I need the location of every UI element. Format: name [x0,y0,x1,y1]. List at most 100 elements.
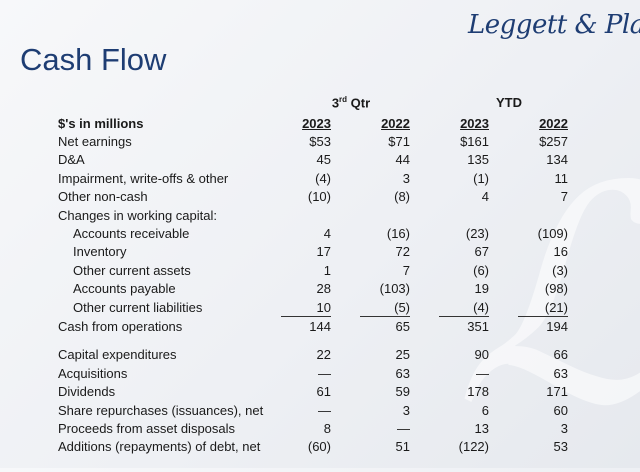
row-value: 66 [553,347,568,363]
ytd-group-header: YTD [496,95,522,110]
row-value: 3 [402,402,410,418]
row-value: (10) [307,189,331,205]
row-value: (5) [360,297,410,318]
row-value: (98) [544,281,568,297]
row-value: 134 [546,152,568,168]
col-q-2023: 2023 [302,115,331,131]
row-label: Other current assets [73,262,191,278]
col-ytd-2023: 2023 [460,115,489,131]
row-value: 22 [316,347,331,363]
row-value: 178 [467,384,489,400]
row-value: 144 [309,318,331,334]
table-row: Accounts receivable 4 (16) (23) (109) [58,224,568,242]
row-value: 72 [395,244,410,260]
page-title: Cash Flow [20,42,167,77]
row-value: 6 [481,402,489,418]
row-value: (3) [552,262,568,278]
row-value: (103) [379,281,410,297]
table-row: Inventory 17 72 67 16 [58,243,568,261]
row-value [439,206,489,224]
row-value: 53 [553,439,568,455]
units-label: $'s in millions [58,115,144,131]
row-value: 19 [474,281,489,297]
row-value: 51 [395,439,410,455]
row-value: 7 [560,189,568,205]
row-label: D&A [58,152,85,168]
row-value: 13 [474,420,489,436]
row-value: — [318,402,331,418]
row-value: (6) [473,262,489,278]
table-row: Impairment, write-offs & other (4) 3 (1) 11 [58,169,568,187]
row-value: 45 [316,152,331,168]
row-value: 1 [323,262,331,278]
row-value: 63 [553,365,568,381]
row-value: 10 [281,297,331,318]
row-label: Inventory [73,244,127,260]
row-value: 194 [546,318,568,334]
table-row: Share repurchases (issuances), net — 3 6 60 [58,401,568,419]
row-value: $53 [309,134,331,150]
row-value: 4 [323,226,331,242]
row-value: (109) [537,226,568,242]
table-row: Changes in working capital: [58,206,568,224]
row-value: (4) [439,297,489,318]
row-value: 3 [402,170,410,186]
row-value: 17 [316,244,331,260]
row-value [281,206,331,224]
table-row: Dividends 61 59 178 171 [58,382,568,400]
row-value: 28 [316,281,331,297]
row-value: 351 [467,318,489,334]
row-value: 44 [395,152,410,168]
row-value: (1) [473,170,489,186]
row-label: Proceeds from asset disposals [58,420,236,436]
row-value: (16) [386,226,410,242]
row-value: 11 [554,170,569,186]
row-value: — [476,365,489,381]
table-row: Proceeds from asset disposals 8 — 13 3 [58,419,568,437]
company-logo: Leggett & Platt [468,10,640,40]
row-value: 63 [395,365,410,381]
row-value: 60 [553,402,568,418]
row-label: Additions (repayments) of debt, net [58,439,261,455]
section-spacer [58,336,568,346]
cash-flow-table: $'s in millions 2023 2022 2023 2022 Net … [58,114,568,456]
row-value: 3 [560,420,568,436]
row-label: Dividends [58,384,116,400]
row-value: 59 [395,384,410,400]
row-value: 8 [323,420,331,436]
column-groups: 3rd Qtr YTD [0,95,640,113]
row-value: 61 [316,384,331,400]
row-label: Acquisitions [58,365,128,381]
row-value: (8) [394,189,410,205]
table-row: Additions (repayments) of debt, net (60) 5… [58,438,568,456]
row-value: 171 [546,384,568,400]
table-row: Other non-cash (10) (8) 4 7 [58,188,568,206]
row-value: (21) [518,297,568,318]
col-ytd-2022: 2022 [539,115,568,131]
row-value: — [397,420,410,436]
table-row: Accounts payable 28 (103) 19 (98) [58,280,568,298]
row-value: — [318,365,331,381]
row-value: (4) [315,170,331,186]
row-label: Changes in working capital: [58,207,217,223]
row-value: $71 [388,134,410,150]
row-value [518,206,568,224]
table-row: Cash from operations 144 65 351 194 [58,317,568,336]
quarter-group-header: 3rd Qtr [331,95,371,111]
row-label: Share repurchases (issuances), net [58,402,264,418]
row-value: (23) [465,226,489,242]
row-label: Capital expenditures [58,347,177,363]
row-label: Accounts receivable [73,226,190,242]
row-value: 16 [553,244,568,260]
row-value: $257 [539,134,568,150]
row-value: $161 [460,134,489,150]
table-row: D&A 45 44 135 134 [58,151,568,169]
row-value: 65 [395,318,410,334]
row-label: Impairment, write-offs & other [58,170,229,186]
row-value: 7 [402,262,410,278]
row-label: Cash from operations [58,318,183,334]
row-value: 67 [474,244,489,260]
table-row: Net earnings $53 $71 $161 $257 [58,132,568,150]
table-row: Acquisitions — 63 — 63 [58,364,568,382]
row-value: (60) [307,439,331,455]
